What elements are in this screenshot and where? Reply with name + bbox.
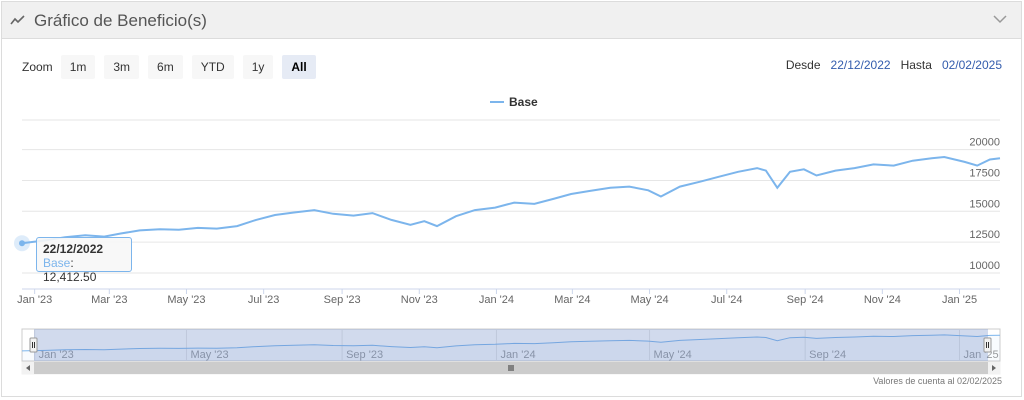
x-axis: Jan '23 Mar '23 May '23 Jul '23 Sep '23 Nov '…	[17, 288, 1000, 306]
x-tick-label: Mar '23	[91, 294, 127, 306]
zoom-all-button[interactable]: All	[282, 55, 316, 79]
date-range-selector: Desde 22/12/2022 Hasta 02/02/2025	[786, 58, 1002, 72]
navigator-frame	[21, 328, 1001, 362]
legend-line-symbol	[490, 101, 504, 103]
y-tick-label: 17500	[969, 167, 1000, 179]
panel-header[interactable]: Gráfico de Beneficio(s)	[2, 2, 1021, 39]
grid-lines	[22, 119, 1000, 274]
scrollbar-grip	[508, 365, 514, 371]
legend-label: Base	[509, 95, 538, 109]
legend-item-base[interactable]: Base	[490, 95, 538, 109]
x-tick-label: Nov '24	[864, 294, 901, 306]
tooltip-row: Base: 12,412.50	[43, 256, 97, 284]
x-tick-label: Sep '23	[324, 294, 361, 306]
navigator-series-line	[21, 334, 1001, 352]
x-tick-label: May '24	[630, 294, 668, 306]
x-tick-label: May '23	[167, 294, 205, 306]
tooltip-date: 22/12/2022	[43, 242, 104, 256]
range-from-input[interactable]: 22/12/2022	[830, 58, 891, 72]
zoom-3m-button[interactable]: 3m	[104, 55, 140, 79]
credit-text: Valores de cuenta al 02/02/2025	[873, 376, 1002, 386]
series-base	[14, 155, 1001, 252]
series-line-base[interactable]	[21, 155, 1001, 245]
navigator-mask[interactable]	[34, 329, 988, 361]
tooltip: 22/12/2022 Base: 12,412.50	[36, 237, 132, 284]
zoom-1y-button[interactable]: 1y	[242, 55, 274, 79]
y-tick-label: 20000	[969, 137, 1000, 149]
x-tick-label: Mar '24	[554, 294, 590, 306]
tooltip-series: Base	[43, 256, 71, 270]
range-to-label: Hasta	[900, 58, 932, 72]
navigator-handle-right[interactable]	[983, 337, 992, 353]
y-tick-label: 12500	[969, 229, 1000, 241]
navigator-tick-label: Jan '23	[39, 349, 74, 361]
x-tick-label: Jan '23	[17, 294, 52, 306]
x-tick-label: Jan '24	[479, 294, 514, 306]
zoom-ytd-button[interactable]: YTD	[191, 55, 234, 79]
navigator[interactable]: Jan '23 May '23 Sep '23 Jan '24 May '24 Sep '…	[21, 328, 1001, 375]
zoom-selector: Zoom 1m 3m 6m YTD 1y All	[22, 55, 325, 79]
x-tick-label: Jul '23	[248, 294, 279, 306]
navigator-tick-label: Sep '23	[346, 349, 383, 361]
tooltip-value: 12,412.50	[43, 270, 97, 284]
zoom-6m-button[interactable]: 6m	[148, 55, 183, 79]
navigator-tick-label: Jan '24	[500, 349, 535, 361]
navigator-handle-left[interactable]	[29, 337, 38, 353]
navigator-tick-label: May '23	[190, 349, 228, 361]
chevron-down-icon[interactable]	[993, 14, 1007, 24]
zoom-1m-button[interactable]: 1m	[60, 55, 96, 79]
y-tick-label: 10000	[969, 260, 1000, 272]
x-tick-label: Jan '25	[942, 294, 977, 306]
x-tick-label: Sep '24	[787, 294, 824, 306]
navigator-tick-label: Sep '24	[809, 349, 846, 361]
scroll-right-arrow-icon[interactable]	[992, 365, 996, 371]
hover-point[interactable]	[19, 240, 25, 247]
y-axis: 10000 12500 15000 17500 20000	[969, 137, 1000, 272]
range-from-label: Desde	[785, 58, 821, 72]
line-chart-icon	[10, 15, 25, 25]
navigator-tick-label: May '24	[654, 349, 692, 361]
y-tick-label: 15000	[969, 198, 1000, 210]
panel-title: Gráfico de Beneficio(s)	[34, 11, 207, 30]
zoom-label: Zoom	[22, 60, 53, 74]
range-to-input[interactable]: 02/02/2025	[941, 58, 1002, 72]
scroll-left-arrow-icon[interactable]	[26, 365, 30, 371]
x-tick-label: Jul '24	[711, 294, 742, 306]
navigator-area	[22, 334, 1000, 361]
x-tick-label: Nov '23	[401, 294, 438, 306]
